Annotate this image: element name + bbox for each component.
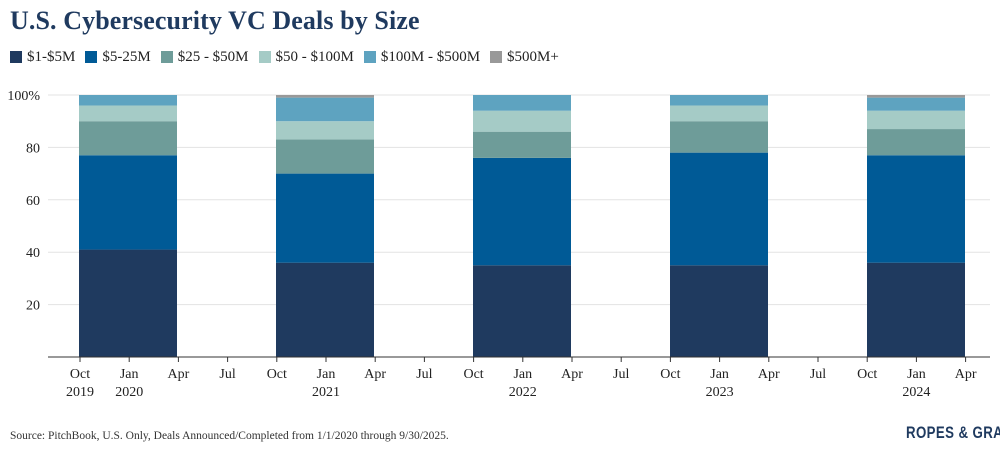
y-tick-label: 60 <box>26 194 40 209</box>
bar-segment <box>670 152 768 266</box>
x-tick-label: Jul <box>219 367 235 382</box>
x-tick-label: Apr <box>561 367 583 382</box>
legend-swatch <box>10 51 22 63</box>
x-tick-label: Apr <box>168 367 190 382</box>
x-tick-label: Oct <box>267 367 287 382</box>
x-tick-label: Jan <box>120 367 139 382</box>
x-tick-label: Jan <box>513 367 532 382</box>
bar-segment <box>867 129 965 156</box>
bar-segment <box>276 95 374 98</box>
x-year-label: 2020 <box>115 385 143 400</box>
bar-segment <box>867 95 965 98</box>
legend-item: $100M - $500M <box>363 48 481 66</box>
legend-label: $50 - $100M <box>275 48 354 65</box>
legend-swatch <box>363 51 376 63</box>
x-tick-label: Jul <box>810 367 826 382</box>
x-tick-label: Jan <box>907 367 926 382</box>
legend-swatch <box>490 51 503 63</box>
y-tick-label: 20 <box>26 299 40 314</box>
ropes-gray-logo: ROPES & GRAY <box>906 423 1000 442</box>
legend-item: $5-25M <box>85 48 151 66</box>
bar-segment <box>867 155 965 263</box>
x-year-label: 2019 <box>66 385 94 400</box>
bar-segment <box>473 157 571 266</box>
x-tick-label: Oct <box>463 367 483 382</box>
bar-segment <box>79 249 177 357</box>
bar-segment <box>473 131 571 158</box>
y-tick-label: 100% <box>7 89 40 104</box>
bar-segment <box>276 262 374 357</box>
bar-segment <box>276 173 374 263</box>
x-tick-label: Jul <box>416 367 432 382</box>
legend-item: $1-$5M <box>10 49 75 66</box>
legend-swatch <box>85 51 98 63</box>
x-tick-label: Jan <box>710 367 729 382</box>
x-tick-label: Oct <box>857 367 877 382</box>
chart-title: U.S. Cybersecurity VC Deals by Size <box>10 6 420 35</box>
x-year-label: 2024 <box>902 385 930 400</box>
bar-segment <box>670 95 768 106</box>
bar-segment <box>473 95 571 111</box>
bar-segment <box>79 121 177 156</box>
legend-label: $100M - $500M <box>380 48 481 65</box>
bar-segment <box>276 121 374 140</box>
bar-segment <box>473 110 571 132</box>
legend-label: $5-25M <box>102 48 151 65</box>
legend-swatch <box>258 51 271 63</box>
x-tick-label: Jul <box>613 367 629 382</box>
x-tick-label: Apr <box>364 367 386 382</box>
legend-label: $500M+ <box>507 48 559 65</box>
x-tick-label: Oct <box>70 367 90 382</box>
legend-item: $500M+ <box>490 49 559 66</box>
bar-segment <box>670 121 768 153</box>
bar-segment <box>79 105 177 122</box>
source-note: Source: PitchBook, U.S. Only, Deals Anno… <box>10 430 449 442</box>
legend-label: $1-$5M <box>27 48 76 65</box>
x-tick-label: Oct <box>660 367 680 382</box>
x-year-label: 2021 <box>312 385 340 400</box>
bar-segment <box>867 97 965 111</box>
legend-item: $50 - $100M <box>258 48 354 66</box>
y-tick-label: 80 <box>26 141 40 156</box>
bar-segment <box>670 105 768 122</box>
legend-swatch <box>160 51 173 63</box>
bar-segment <box>79 155 177 250</box>
chart-legend: $1-$5M $5-25M $25 - $50M $50 - $100M $100M -… <box>10 47 569 67</box>
bar-segment <box>276 97 374 122</box>
bar-segment <box>867 262 965 357</box>
bar-segment <box>670 265 768 357</box>
legend-label: $25 - $50M <box>177 48 249 65</box>
bar-segment <box>276 139 374 174</box>
legend-item: $25 - $50M <box>160 48 249 66</box>
x-year-label: 2023 <box>706 385 734 400</box>
bar-segment <box>867 110 965 130</box>
x-tick-label: Apr <box>758 367 780 382</box>
x-tick-label: Apr <box>955 367 977 382</box>
y-tick-label: 40 <box>26 246 40 261</box>
bar-segment <box>79 95 177 106</box>
x-year-label: 2022 <box>509 385 537 400</box>
bar-segment <box>473 265 571 357</box>
x-tick-label: Jan <box>317 367 336 382</box>
